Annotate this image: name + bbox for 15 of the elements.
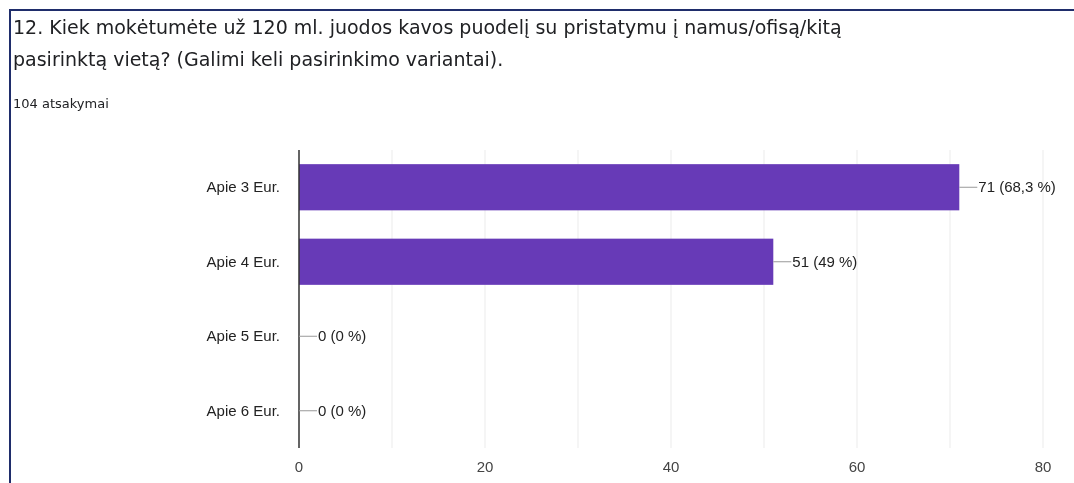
chart-title: 12. Kiek mokėtumėte už 120 ml. juodos kavos puodelį su pristatymu į namus/ofisą/kitą pasirinktą vietą? (Galimi keli pasirinkimo variantai).	[13, 16, 842, 70]
x-tick-label: 80	[1034, 458, 1052, 475]
x-tick-label: 60	[848, 458, 866, 475]
data-label: 0 (0 %)	[318, 401, 367, 419]
x-tick-label: 40	[662, 458, 680, 475]
data-label: 71 (68,3 %)	[978, 178, 1056, 196]
y-tick-label: Apie 3 Eur.	[206, 178, 280, 196]
x-tick-label: 20	[476, 458, 494, 475]
text: 104 atsakymai	[13, 96, 109, 111]
data-label: 0 (0 %)	[318, 327, 367, 345]
data-label: 51 (49 %)	[792, 252, 858, 270]
y-tick-label: Apie 4 Eur.	[206, 252, 280, 270]
y-tick-label: Apie 6 Eur.	[206, 401, 280, 419]
y-tick-label: Apie 5 Eur.	[206, 327, 280, 345]
x-tick-label: 0	[294, 458, 304, 475]
